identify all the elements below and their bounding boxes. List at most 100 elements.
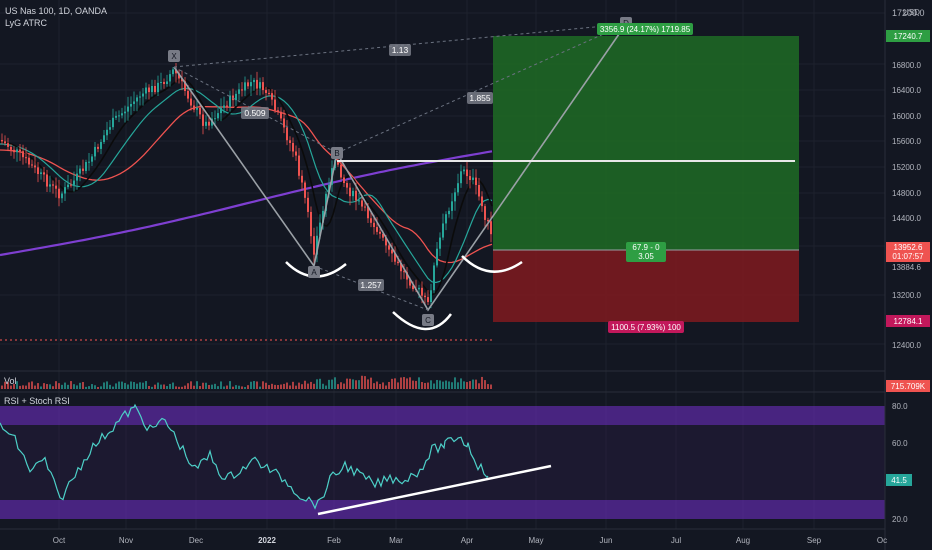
candle-body xyxy=(46,174,48,187)
candle-body xyxy=(250,82,252,87)
candle-body xyxy=(400,263,402,272)
price-tick: 13884.6 xyxy=(892,263,921,272)
candle-body xyxy=(199,108,201,115)
volume-bar xyxy=(460,378,462,389)
candle-body xyxy=(10,146,12,150)
volume-bar xyxy=(118,381,120,389)
volume-bar xyxy=(70,381,72,389)
candle-body xyxy=(448,210,450,215)
volume-bar xyxy=(199,386,201,389)
candle-body xyxy=(148,87,150,93)
stop-price-badge: 12784.1 xyxy=(886,315,930,327)
svg-text:12784.1: 12784.1 xyxy=(894,317,923,326)
point-a-label[interactable]: A xyxy=(308,266,320,278)
volume-bar xyxy=(391,378,393,389)
volume-bar xyxy=(235,385,237,389)
candle-body xyxy=(478,184,480,197)
volume-bar xyxy=(244,386,246,389)
volume-bar xyxy=(163,384,165,389)
volume-bar xyxy=(319,378,321,389)
candle-body xyxy=(394,253,396,262)
volume-bar xyxy=(268,385,270,389)
candle-body xyxy=(322,210,324,223)
candle-body xyxy=(73,180,75,185)
volume-bar xyxy=(340,382,342,389)
rsi-trendline[interactable] xyxy=(317,464,552,516)
volume-label: Vol xyxy=(4,376,17,386)
candle-body xyxy=(391,249,393,254)
volume-bar xyxy=(274,384,276,389)
volume-bar xyxy=(55,381,57,389)
candle-body xyxy=(109,127,111,130)
point-b-label[interactable]: B xyxy=(331,147,343,159)
candle-body xyxy=(361,200,363,207)
target-label[interactable]: 3356.9 (24.17%) 1719.85 xyxy=(597,23,693,35)
svg-text:A: A xyxy=(311,268,317,277)
volume-bar xyxy=(28,382,30,389)
time-label: 2022 xyxy=(258,536,276,545)
volume-bar xyxy=(49,384,51,389)
candle-body xyxy=(172,69,174,75)
volume-bar xyxy=(328,379,330,389)
candle-body xyxy=(265,90,267,93)
volume-bar xyxy=(109,384,111,389)
candle-body xyxy=(226,105,228,107)
profit-zone[interactable] xyxy=(493,36,799,250)
volume-bar xyxy=(322,383,324,389)
candle-body xyxy=(298,155,300,176)
volume-bar xyxy=(136,383,138,389)
time-label: Dec xyxy=(189,536,203,545)
rsi-label: RSI + Stoch RSI xyxy=(4,396,70,406)
time-axis[interactable]: Oct Nov Dec 2022 Feb Mar Apr May Jun Jul… xyxy=(53,536,887,545)
volume-bar xyxy=(142,382,144,389)
candle-body xyxy=(409,279,411,286)
candle-body xyxy=(154,86,156,93)
candle-body xyxy=(487,219,489,222)
volume-bar xyxy=(202,382,204,389)
volume-bar xyxy=(238,385,240,389)
volume-bar xyxy=(487,384,489,389)
currency-label: USD xyxy=(903,8,920,17)
volume-bar xyxy=(139,382,141,389)
candle-body xyxy=(100,141,102,149)
volume-bar xyxy=(442,381,444,389)
candle-body xyxy=(82,168,84,171)
risk-reward-label[interactable]: 67.9 - 0 3.05 xyxy=(626,242,666,262)
right-shoulder-arc[interactable] xyxy=(461,255,523,273)
volume-bar xyxy=(76,385,78,389)
candle-body xyxy=(262,82,264,91)
volume-bar xyxy=(94,385,96,389)
candle-body xyxy=(151,86,153,93)
volume-bar xyxy=(427,382,429,389)
candle-body xyxy=(355,190,357,201)
indicator-label: LyG ATRC xyxy=(5,18,48,28)
price-tick: 16000.0 xyxy=(892,112,921,121)
candle-body xyxy=(124,111,126,114)
candle-body xyxy=(247,82,249,87)
candle-body xyxy=(244,82,246,91)
volume-bar xyxy=(40,386,42,389)
volume-bar xyxy=(4,381,6,389)
candle-body xyxy=(181,78,183,82)
volume-bar xyxy=(373,383,375,389)
volume-bar xyxy=(298,382,300,389)
volume-bar xyxy=(208,384,210,389)
svg-text:3.05: 3.05 xyxy=(638,252,654,261)
price-tick: 12400.0 xyxy=(892,341,921,350)
candle-body xyxy=(238,89,240,94)
point-x-label[interactable]: X xyxy=(168,50,180,62)
rsi-value-badge: 41.5 xyxy=(886,474,912,486)
candle-body xyxy=(130,103,132,107)
head-arc[interactable] xyxy=(392,311,453,331)
volume-bar xyxy=(61,384,63,389)
price-axis[interactable] xyxy=(885,0,932,550)
stop-label[interactable]: 1100.5 (7.93%) 100 xyxy=(608,321,684,333)
volume-bar xyxy=(316,379,318,389)
candle-body xyxy=(1,140,3,142)
point-c-label[interactable]: C xyxy=(422,314,434,326)
volume-bar xyxy=(64,382,66,389)
candle-body xyxy=(19,149,21,152)
candle-body xyxy=(220,107,222,114)
bd-dashed-line xyxy=(336,23,627,154)
